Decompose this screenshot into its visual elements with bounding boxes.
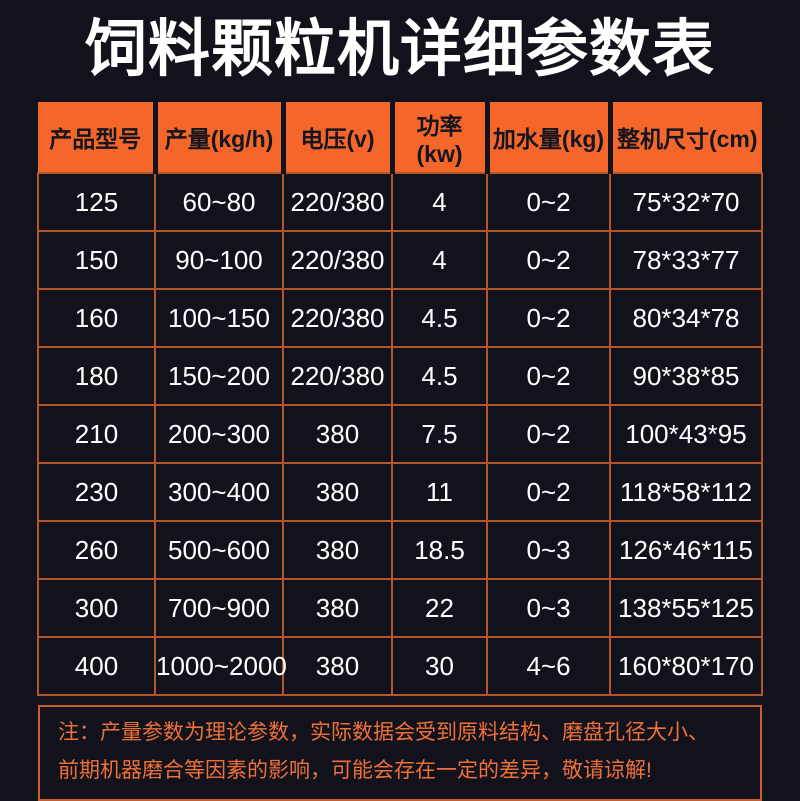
table-cell: 4~6 — [486, 636, 611, 696]
table-cell: 125 — [37, 172, 156, 232]
table-cell: 90~100 — [154, 230, 284, 290]
table-cell: 90*38*85 — [609, 346, 763, 406]
table-cell: 0~2 — [486, 172, 611, 232]
table-cell: 100*43*95 — [609, 404, 763, 464]
table-cell: 11 — [391, 462, 488, 522]
column-header-0: 产品型号 — [38, 102, 155, 173]
table-cell: 0~2 — [486, 288, 611, 348]
table-cell: 4.5 — [391, 288, 488, 348]
table-cell: 220/380 — [282, 346, 393, 406]
table-cell: 300~400 — [154, 462, 284, 522]
table-cell: 80*34*78 — [609, 288, 763, 348]
table-cell: 0~2 — [486, 230, 611, 290]
table-cell: 78*33*77 — [609, 230, 763, 290]
table-cell: 380 — [282, 462, 393, 522]
table-cell: 220/380 — [282, 288, 393, 348]
column-header-4: 加水量(kg) — [484, 102, 610, 173]
table-cell: 380 — [282, 404, 393, 464]
table-cell: 200~300 — [154, 404, 284, 464]
table-cell: 0~2 — [486, 462, 611, 522]
table-cell: 500~600 — [154, 520, 284, 580]
table-cell: 0~3 — [486, 578, 611, 638]
table-cell: 4.5 — [391, 346, 488, 406]
table-row: 160 100~150 220/380 4.5 0~2 80*34*78 — [37, 288, 763, 348]
table-cell: 210 — [37, 404, 156, 464]
table-cell: 30 — [391, 636, 488, 696]
page-title: 饲料颗粒机详细参数表 — [84, 16, 715, 84]
table-body: 125 60~80 220/380 4 0~2 75*32*70 150 90~100 220/… — [37, 172, 763, 696]
note-line: 前期机器磨合等因素的影响，可能会存在一定的差异，敬请谅解! — [58, 759, 652, 782]
table-cell: 0~2 — [486, 346, 611, 406]
table-cell: 380 — [282, 578, 393, 638]
table-cell: 7.5 — [391, 404, 488, 464]
table-cell: 700~900 — [154, 578, 284, 638]
table-row: 150 90~100 220/380 4 0~2 78*33*77 — [37, 230, 763, 290]
table-cell: 0~3 — [486, 520, 611, 580]
column-header-3: 功率(kw) — [389, 102, 487, 173]
table-row: 300 700~900 380 22 0~3 138*55*125 — [37, 578, 763, 638]
table-cell: 22 — [391, 578, 488, 638]
table-cell: 400 — [37, 636, 156, 696]
column-header-1: 产量(kg/h) — [152, 102, 283, 173]
table-cell: 0~2 — [486, 404, 611, 464]
table-cell: 75*32*70 — [609, 172, 763, 232]
column-header-5: 整机尺寸(cm) — [607, 102, 762, 173]
note-box: 注：产量参数为理论参数，实际数据会受到原料结构、磨盘孔径大小、 前期机器磨合等因… — [38, 705, 762, 801]
table-row: 210 200~300 380 7.5 0~2 100*43*95 — [37, 404, 763, 464]
table-cell: 230 — [37, 462, 156, 522]
table-row: 125 60~80 220/380 4 0~2 75*32*70 — [37, 172, 763, 232]
table-cell: 180 — [37, 346, 156, 406]
table-row: 260 500~600 380 18.5 0~3 126*46*115 — [37, 520, 763, 580]
table-cell: 380 — [282, 636, 393, 696]
table-cell: 220/380 — [282, 230, 393, 290]
column-header-2: 电压(v) — [280, 102, 392, 173]
table-cell: 4 — [391, 172, 488, 232]
table-header: 产品型号 产量(kg/h) 电压(v) 功率(kw) 加水量(kg) 整机尺寸(cm) — [38, 102, 762, 173]
table-cell: 18.5 — [391, 520, 488, 580]
table-cell: 4 — [391, 230, 488, 290]
table-row: 180 150~200 220/380 4.5 0~2 90*38*85 — [37, 346, 763, 406]
table-cell: 118*58*112 — [609, 462, 763, 522]
table-row: 400 1000~2000 380 30 4~6 160*80*170 — [37, 636, 763, 696]
table-cell: 138*55*125 — [609, 578, 763, 638]
note-line: 注：产量参数为理论参数，实际数据会受到原料结构、磨盘孔径大小、 — [58, 721, 709, 744]
spec-table: 产品型号 产量(kg/h) 电压(v) 功率(kw) 加水量(kg) 整机尺寸(cm) 1… — [37, 102, 763, 696]
table-cell: 260 — [37, 520, 156, 580]
table-header-row: 产品型号 产量(kg/h) 电压(v) 功率(kw) 加水量(kg) 整机尺寸(cm) — [38, 102, 762, 173]
table-cell: 160 — [37, 288, 156, 348]
table-cell: 100~150 — [154, 288, 284, 348]
table-cell: 150 — [37, 230, 156, 290]
table-cell: 300 — [37, 578, 156, 638]
table-cell: 380 — [282, 520, 393, 580]
table-cell: 60~80 — [154, 172, 284, 232]
table-cell: 220/380 — [282, 172, 393, 232]
table-cell: 150~200 — [154, 346, 284, 406]
table-cell: 126*46*115 — [609, 520, 763, 580]
table-row: 230 300~400 380 11 0~2 118*58*112 — [37, 462, 763, 522]
table-cell: 1000~2000 — [154, 636, 287, 696]
table-cell: 160*80*170 — [609, 636, 763, 696]
